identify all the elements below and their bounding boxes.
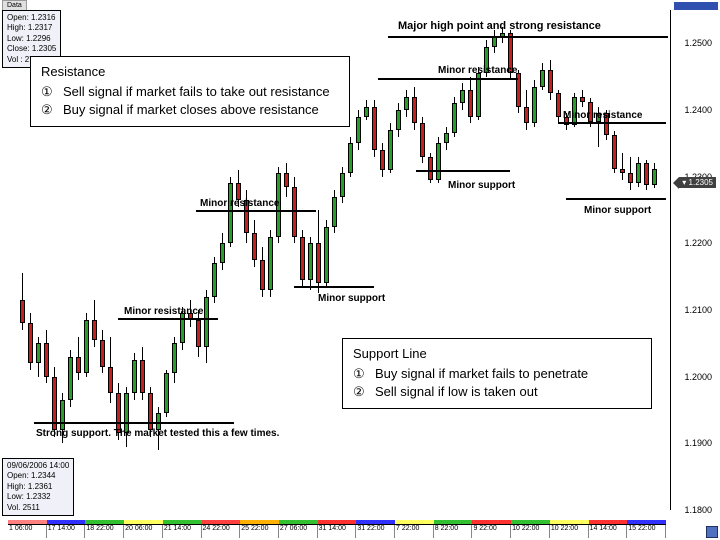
x-tick: 14 14:00 [589,525,628,538]
y-tick: 1.2500 [684,38,712,48]
x-tick: 20 06:00 [124,525,163,538]
x-axis: 1 06:0017 14:0018 22:0020 06:0021 14:002… [8,524,666,538]
support-resistance-line [378,78,518,80]
x-tick: 17 14:00 [47,525,86,538]
y-tick: 1.2200 [684,238,712,248]
x-tick: 24 22:00 [202,525,241,538]
x-tick: 25 22:00 [240,525,279,538]
open-value2: Open: 1.2344 [7,471,69,481]
support-resistance-line [416,170,510,172]
date-value: 09/06/2006 14:00 [7,461,69,471]
chart-annotation: Major high point and strong resistance [398,20,601,32]
ohlc-bottom-box: 09/06/2006 14:00 Open: 1.2344 High: 1.23… [2,458,74,516]
x-tick: 15 22:00 [627,525,666,538]
support-resistance-line [118,318,218,320]
y-tick: 1.1900 [684,438,712,448]
last-price-marker: ▾ 1.2305 [679,177,716,188]
x-tick: 1 06:00 [8,525,47,538]
x-tick: 8 22:00 [434,525,473,538]
support-resistance-line [558,122,666,124]
vol-value2: Vol. 2511 [7,503,69,513]
y-tick: 1.1800 [684,505,712,515]
chart-annotation: Minor support [318,293,385,304]
resistance-rule-2: Buy signal if market closes above resist… [63,101,319,119]
support-rule-2: Sell signal if low is taken out [375,383,538,401]
x-tick: 10 22:00 [511,525,550,538]
support-callout: Support Line ①Buy signal if market fails… [342,338,652,409]
resistance-rule-1: Sell signal if market fails to take out … [63,83,330,101]
x-tick: 7 22:00 [395,525,434,538]
x-tick: 31 14:00 [318,525,357,538]
y-tick: 1.2000 [684,372,712,382]
support-resistance-line [34,422,234,424]
support-resistance-line [294,286,374,288]
x-tick: 9 22:00 [472,525,511,538]
x-tick: 18 22:00 [85,525,124,538]
chart-annotation: Minor resistance [563,110,642,121]
circled-two-icon: ② [41,101,63,119]
x-tick: 21 14:00 [163,525,202,538]
support-resistance-line [196,210,316,212]
chart-annotation: Minor resistance [438,65,517,76]
y-tick: 1.2100 [684,305,712,315]
chart-annotation: Minor support [448,180,515,191]
x-tick: 31 22:00 [356,525,395,538]
resistance-callout: Resistance ①Sell signal if market fails … [30,56,350,127]
support-rule-1: Buy signal if market fails to penetrate [375,365,588,383]
chart-annotation: Minor resistance [124,306,203,317]
chart-annotation: Strong support. The market tested this a… [36,428,279,439]
circled-one-icon: ① [41,83,63,101]
chart-annotation: Minor support [584,205,651,216]
support-resistance-line [566,198,666,200]
support-title: Support Line [353,345,641,363]
y-tick: 1.2400 [684,105,712,115]
resistance-title: Resistance [41,63,339,81]
circled-two-icon: ② [353,383,375,401]
circled-one-icon: ① [353,365,375,383]
x-tick: 27 06:00 [279,525,318,538]
x-tick: 10 22:00 [550,525,589,538]
support-resistance-line [388,36,668,38]
high-value2: High: 1.2361 [7,482,69,492]
y-axis: 1.18001.19001.20001.21001.22001.23001.24… [670,10,718,510]
chart-annotation: Minor resistance [200,198,279,209]
corner-icon[interactable] [706,526,718,538]
low-value2: Low: 1.2332 [7,492,69,502]
